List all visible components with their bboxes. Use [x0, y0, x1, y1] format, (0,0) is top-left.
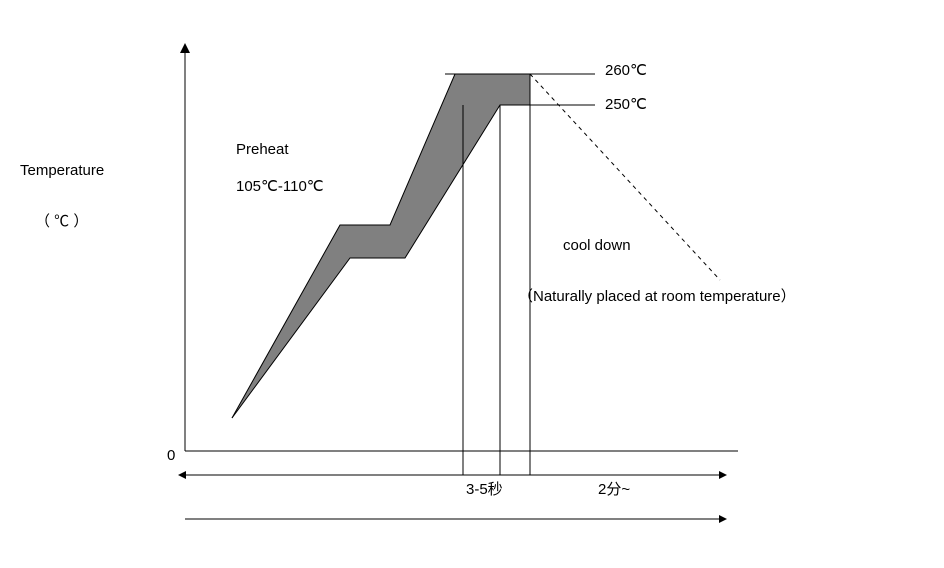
time-segment-1-label: 3-5秒	[466, 481, 503, 499]
cool-down-title: cool down	[563, 237, 631, 255]
preheat-range-label: 105℃-110℃	[236, 178, 324, 196]
peak-upper-label: 260℃	[605, 62, 647, 80]
origin-zero-label: 0	[167, 447, 175, 465]
peak-lower-label: 250℃	[605, 96, 647, 114]
cool-down-subtitle: （Naturally placed at room temperature）	[518, 288, 796, 306]
y-axis-title-line1: Temperature	[20, 162, 104, 180]
y-axis-title-line2: （ ℃ ）	[35, 213, 88, 231]
preheat-title-label: Preheat	[236, 141, 289, 159]
time-segment-2-label: 2分~	[598, 481, 630, 499]
